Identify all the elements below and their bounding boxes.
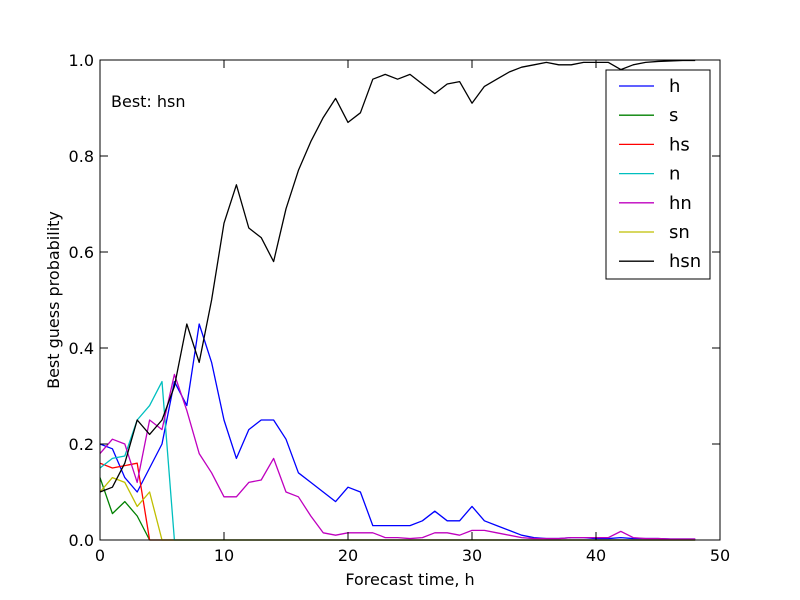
legend-label-sn: sn [669,222,690,243]
y-tick-label: 0.0 [69,531,94,550]
legend-label-hn: hn [669,193,692,214]
x-tick-label: 30 [462,546,482,565]
legend-label-n: n [669,164,680,185]
plot-frame [99,59,721,541]
x-tick-label: 10 [214,546,234,565]
x-axis-label: Forecast time, h [345,570,474,589]
y-tick-label: 0.8 [69,147,94,166]
y-axis-label: Best guess probability [44,211,63,389]
y-tick-label: 0.6 [69,243,94,262]
x-tick-label: 50 [710,546,730,565]
x-tick-label: 20 [338,546,358,565]
x-tick-label: 0 [95,546,105,565]
x-tick-label: 40 [586,546,606,565]
ticks-layer: 0 10 20 30 40 50 0.0 0.2 0.4 0.6 0.8 1.0 [69,51,731,565]
y-tick-label: 0.4 [69,339,94,358]
best-annotation: Best: hsn [111,92,186,111]
legend-box [605,69,711,280]
legend-label-hsn: hsn [669,251,701,272]
y-tick-label: 1.0 [69,51,94,70]
y-tick-label: 0.2 [69,435,94,454]
legend-label-h: h [669,76,680,97]
legend-label-hs: hs [669,134,690,155]
legend-label-s: s [669,105,678,126]
